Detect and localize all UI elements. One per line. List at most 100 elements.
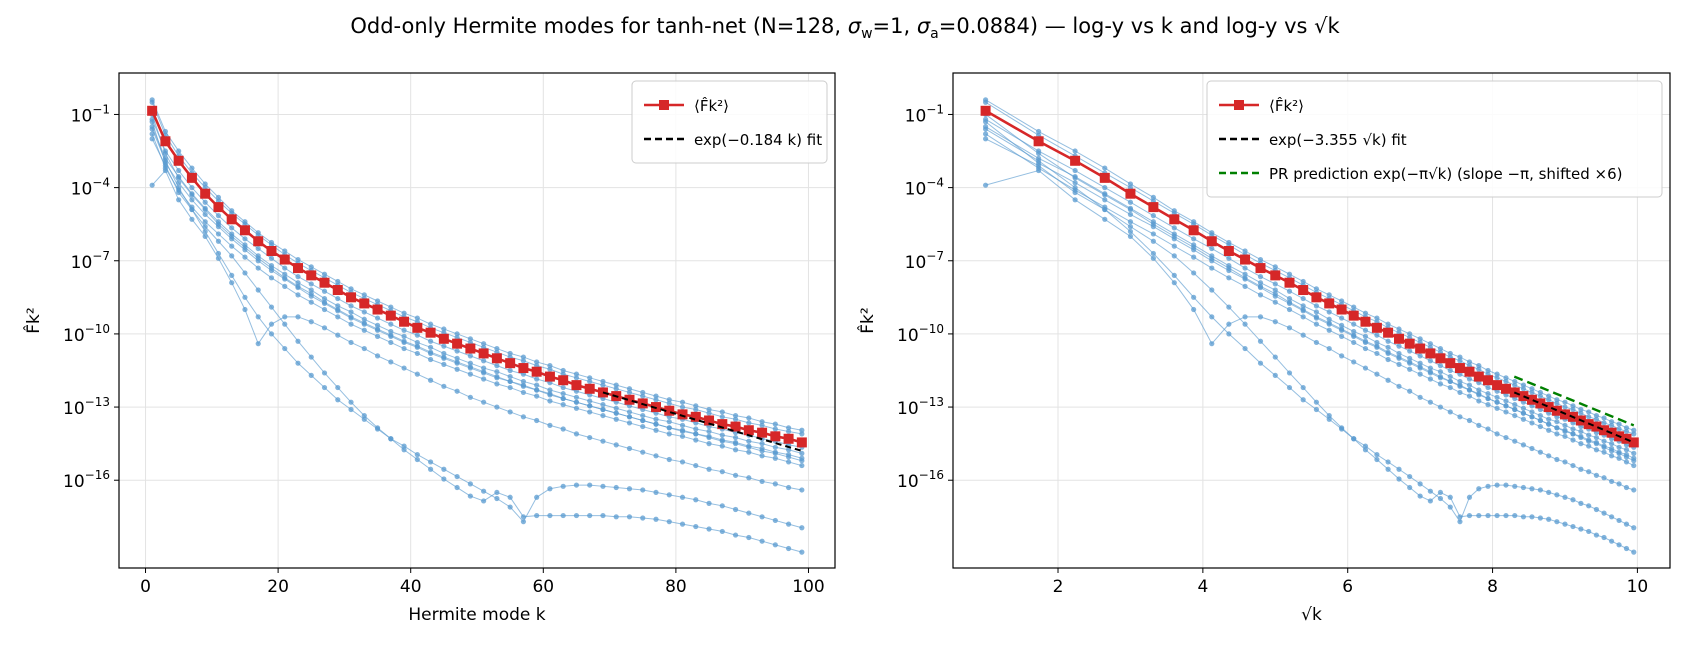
left-neuron-point [520,519,527,525]
left-neuron-point [335,384,341,391]
left-neuron-point [348,339,354,346]
right-neuron-point [1466,393,1473,399]
right-neuron-point [1437,489,1444,496]
left-xtick-label: 20 [267,577,289,597]
right-neuron-point [1609,514,1615,520]
left-neuron-point [693,497,699,503]
left-neuron-point [746,475,752,481]
right-neuron-point [1150,194,1156,200]
right-neuron-point [1529,514,1535,520]
left-neuron-point [202,181,208,187]
left-neuron-point [494,381,500,387]
left-neuron-point [348,286,354,292]
right-neuron-point [1537,487,1543,493]
right-neuron-point [1374,343,1380,349]
left-mean-marker [306,270,317,281]
left-neuron-point [653,421,659,427]
left-neuron-line-5 [151,114,802,462]
right-neuron-point [1257,274,1264,280]
left-neuron-point [295,274,301,280]
right-neuron-point [1102,216,1108,222]
left-neuron-point [759,514,765,520]
right-neuron-point [1396,476,1402,482]
right-neuron-point [1427,498,1433,504]
left-neuron-point [653,416,659,422]
right-neuron-point [1562,404,1568,410]
right-neuron-point [982,136,989,142]
right-xtick-label: 8 [1487,577,1498,597]
right-neuron-point [1554,419,1560,425]
left-mean-marker [717,419,728,430]
right-ytick-label: 10−16 [897,468,944,492]
right-neuron-point [1286,299,1293,305]
right-neuron-point [1623,454,1630,460]
left-neuron-point [746,415,752,421]
left-xtick-label: 60 [532,577,554,597]
right-mean-marker [1148,202,1159,213]
right-neuron-point [1272,281,1278,287]
left-neuron-point [626,486,633,492]
right-neuron-point [1396,383,1402,389]
right-neuron-point [1554,519,1560,525]
right-neuron-point [1520,442,1527,448]
right-neuron-point [1396,466,1402,472]
right-neuron-point [1554,431,1560,437]
right-neuron-point [1339,353,1345,359]
left-neuron-point [295,360,301,366]
right-neuron-point [1396,343,1402,349]
left-mean-marker [332,285,343,296]
left-neuron-point [388,359,394,365]
right-neuron-point [1593,506,1600,513]
left-neuron-point [149,99,155,105]
right-neuron-point [1494,394,1500,400]
right-neuron-point [1127,224,1134,230]
right-neuron-point [1586,438,1592,444]
left-neuron-point [481,488,487,494]
right-neuron-point [1570,523,1576,530]
left-neuron-point [799,450,805,456]
left-mean-marker [226,214,237,225]
right-neuron-point [1529,420,1535,426]
left-neuron-point [229,280,235,286]
left-mean-marker [558,375,569,386]
left-neuron-point [215,213,222,219]
left-mean-marker [465,343,476,354]
left-neuron-point [441,361,447,367]
left-neuron-point [202,233,208,239]
right-neuron-point [1326,309,1332,315]
right-neuron-point [1570,431,1576,437]
right-neuron-point [1529,445,1535,452]
right-pr-line [1513,375,1635,427]
left-neuron-point [242,244,248,250]
left-neuron-point [507,494,513,500]
right-axes-frame [952,72,1671,569]
left-neuron-point [719,414,725,420]
left-neuron-point [401,443,407,449]
left-neuron-point [255,245,261,252]
left-neuron-point [679,459,686,465]
left-ytick-label: 10−1 [71,102,110,126]
left-neuron-point [427,459,434,465]
right-neuron-point [1272,319,1278,325]
right-neuron-point [1362,345,1369,352]
left-neuron-point [441,476,447,482]
right-mean-marker [1435,353,1446,364]
left-neuron-point [613,386,619,392]
right-neuron-point [1362,447,1369,453]
right-neuron-point [982,119,989,125]
left-neuron-point [706,526,712,532]
left-neuron-point [176,189,182,196]
right-neuron-point [1529,389,1535,396]
right-neuron-point [1562,494,1568,500]
right-neuron-point [1578,466,1584,472]
left-neuron-point [560,384,566,391]
left-neuron-point [308,291,314,297]
right-neuron-point [1593,447,1600,453]
right-neuron-point [1546,489,1552,496]
right-ylabel: F̂k² [857,307,878,333]
right-mean-marker [1206,236,1217,247]
right-neuron-point [1457,389,1463,396]
right-neuron-point [1437,363,1444,369]
left-neuron-point [401,338,407,344]
right-neuron-point [1127,181,1134,187]
